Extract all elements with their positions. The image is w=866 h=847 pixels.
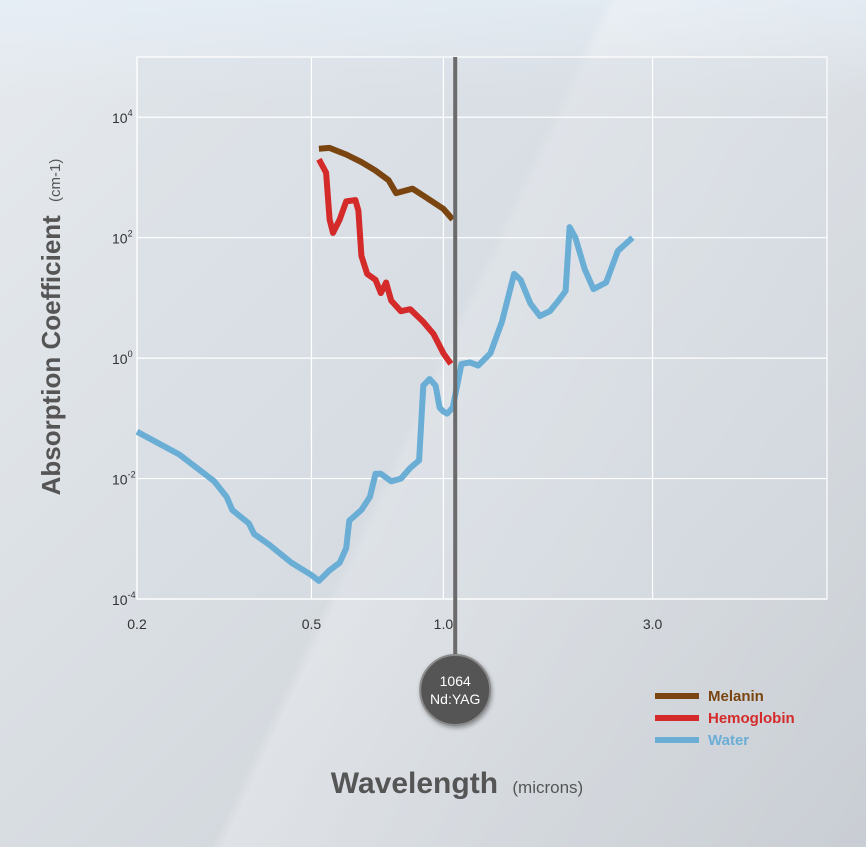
plot-area — [137, 57, 827, 599]
x-axis-unit: (microns) — [512, 778, 583, 797]
y-tick-label: 104 — [112, 108, 133, 126]
x-tick-labels: 0.2 0.5 1.0 3.0 — [127, 616, 662, 632]
marker-badge — [419, 654, 492, 726]
x-axis-title: Wavelength — [331, 767, 498, 800]
y-axis-unit: (cm-1) — [47, 159, 64, 202]
marker-label-laser: Nd:YAG — [430, 691, 480, 707]
x-tick-label: 1.0 — [434, 616, 454, 632]
y-axis-title: Absorption Coefficient — [36, 215, 66, 496]
y-tick-label: 100 — [112, 349, 133, 367]
series-line-melanin — [318, 144, 455, 222]
y-tick-label: 102 — [112, 229, 133, 247]
y-tick-labels: 104 102 100 10-2 10-4 — [112, 108, 136, 608]
legend-label-water: Water — [708, 732, 749, 749]
x-tick-label: 0.2 — [127, 616, 147, 632]
nd-yag-marker: 1064 Nd:YAG — [419, 57, 492, 726]
series-lines — [135, 144, 635, 584]
y-axis-label: Absorption Coefficient (cm-1) — [36, 159, 66, 496]
legend-label-melanin: Melanin — [708, 688, 764, 705]
marker-label-wavelength: 1064 — [440, 673, 471, 689]
x-tick-label: 3.0 — [643, 616, 663, 632]
x-axis-label: Wavelength (microns) — [331, 767, 583, 800]
series-line-hemoglobin — [316, 157, 454, 366]
legend: Melanin Hemoglobin Water — [655, 688, 795, 749]
legend-label-hemoglobin: Hemoglobin — [708, 710, 795, 727]
y-tick-label: 10-2 — [112, 470, 136, 488]
series-line-water — [135, 224, 635, 584]
x-tick-label: 0.5 — [302, 616, 322, 632]
y-tick-label: 10-4 — [112, 590, 136, 608]
